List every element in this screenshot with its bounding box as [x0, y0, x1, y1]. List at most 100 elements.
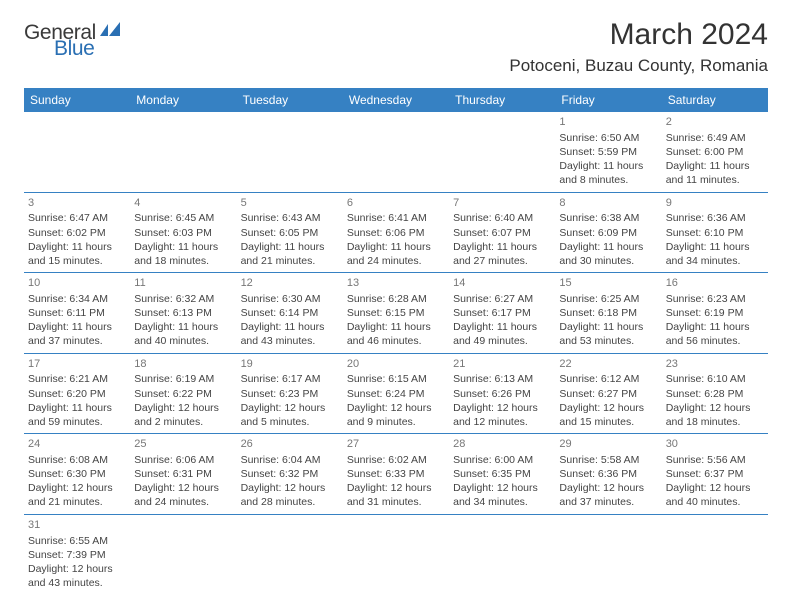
sunset-line: Sunset: 6:06 PM: [347, 226, 445, 240]
calendar-day-cell: 12Sunrise: 6:30 AMSunset: 6:14 PMDayligh…: [237, 273, 343, 354]
calendar-day-cell: 23Sunrise: 6:10 AMSunset: 6:28 PMDayligh…: [662, 353, 768, 434]
calendar-empty-cell: [130, 112, 236, 192]
calendar-day-cell: 29Sunrise: 5:58 AMSunset: 6:36 PMDayligh…: [555, 434, 661, 515]
month-title: March 2024: [509, 18, 768, 52]
calendar-day-cell: 5Sunrise: 6:43 AMSunset: 6:05 PMDaylight…: [237, 192, 343, 273]
day-number: 2: [666, 115, 764, 130]
day-number: 14: [453, 276, 551, 291]
day-number: 21: [453, 357, 551, 372]
day-number: 10: [28, 276, 126, 291]
logo: General Blue: [24, 22, 122, 59]
calendar-day-cell: 17Sunrise: 6:21 AMSunset: 6:20 PMDayligh…: [24, 353, 130, 434]
calendar-week-row: 1Sunrise: 6:50 AMSunset: 5:59 PMDaylight…: [24, 112, 768, 192]
daylight-line: Daylight: 11 hours and 59 minutes.: [28, 401, 126, 429]
sunset-line: Sunset: 6:33 PM: [347, 467, 445, 481]
sunset-line: Sunset: 6:37 PM: [666, 467, 764, 481]
calendar-empty-cell: [449, 514, 555, 594]
daylight-line: Daylight: 11 hours and 18 minutes.: [134, 240, 232, 268]
sunrise-line: Sunrise: 6:36 AM: [666, 211, 764, 225]
sunset-line: Sunset: 6:30 PM: [28, 467, 126, 481]
daylight-line: Daylight: 12 hours and 31 minutes.: [347, 481, 445, 509]
sunrise-line: Sunrise: 6:41 AM: [347, 211, 445, 225]
day-number: 24: [28, 437, 126, 452]
calendar-day-cell: 21Sunrise: 6:13 AMSunset: 6:26 PMDayligh…: [449, 353, 555, 434]
sunrise-line: Sunrise: 6:12 AM: [559, 372, 657, 386]
daylight-line: Daylight: 12 hours and 9 minutes.: [347, 401, 445, 429]
daylight-line: Daylight: 12 hours and 12 minutes.: [453, 401, 551, 429]
calendar-table: SundayMondayTuesdayWednesdayThursdayFrid…: [24, 88, 768, 594]
day-number: 31: [28, 518, 126, 533]
calendar-day-cell: 10Sunrise: 6:34 AMSunset: 6:11 PMDayligh…: [24, 273, 130, 354]
day-of-week-header: Monday: [130, 88, 236, 112]
calendar-day-cell: 11Sunrise: 6:32 AMSunset: 6:13 PMDayligh…: [130, 273, 236, 354]
daylight-line: Daylight: 11 hours and 43 minutes.: [241, 320, 339, 348]
sunset-line: Sunset: 6:22 PM: [134, 387, 232, 401]
day-number: 23: [666, 357, 764, 372]
day-number: 8: [559, 196, 657, 211]
sunset-line: Sunset: 6:11 PM: [28, 306, 126, 320]
sunrise-line: Sunrise: 6:25 AM: [559, 292, 657, 306]
sunset-line: Sunset: 6:05 PM: [241, 226, 339, 240]
sunrise-line: Sunrise: 6:06 AM: [134, 453, 232, 467]
calendar-day-cell: 13Sunrise: 6:28 AMSunset: 6:15 PMDayligh…: [343, 273, 449, 354]
calendar-day-cell: 20Sunrise: 6:15 AMSunset: 6:24 PMDayligh…: [343, 353, 449, 434]
sunrise-line: Sunrise: 6:23 AM: [666, 292, 764, 306]
sunset-line: Sunset: 6:15 PM: [347, 306, 445, 320]
daylight-line: Daylight: 11 hours and 21 minutes.: [241, 240, 339, 268]
sunset-line: Sunset: 6:19 PM: [666, 306, 764, 320]
day-number: 4: [134, 196, 232, 211]
sunrise-line: Sunrise: 6:30 AM: [241, 292, 339, 306]
sunrise-line: Sunrise: 6:17 AM: [241, 372, 339, 386]
sunrise-line: Sunrise: 6:02 AM: [347, 453, 445, 467]
sunset-line: Sunset: 6:32 PM: [241, 467, 339, 481]
calendar-day-cell: 3Sunrise: 6:47 AMSunset: 6:02 PMDaylight…: [24, 192, 130, 273]
sunset-line: Sunset: 6:07 PM: [453, 226, 551, 240]
calendar-day-cell: 19Sunrise: 6:17 AMSunset: 6:23 PMDayligh…: [237, 353, 343, 434]
daylight-line: Daylight: 11 hours and 27 minutes.: [453, 240, 551, 268]
day-number: 19: [241, 357, 339, 372]
day-of-week-header: Thursday: [449, 88, 555, 112]
day-number: 13: [347, 276, 445, 291]
sunrise-line: Sunrise: 6:49 AM: [666, 131, 764, 145]
day-number: 29: [559, 437, 657, 452]
day-number: 30: [666, 437, 764, 452]
calendar-week-row: 3Sunrise: 6:47 AMSunset: 6:02 PMDaylight…: [24, 192, 768, 273]
calendar-day-cell: 9Sunrise: 6:36 AMSunset: 6:10 PMDaylight…: [662, 192, 768, 273]
daylight-line: Daylight: 12 hours and 5 minutes.: [241, 401, 339, 429]
daylight-line: Daylight: 12 hours and 15 minutes.: [559, 401, 657, 429]
daylight-line: Daylight: 11 hours and 11 minutes.: [666, 159, 764, 187]
daylight-line: Daylight: 11 hours and 56 minutes.: [666, 320, 764, 348]
day-of-week-header: Friday: [555, 88, 661, 112]
daylight-line: Daylight: 12 hours and 28 minutes.: [241, 481, 339, 509]
header: General Blue March 2024 Potoceni, Buzau …: [24, 18, 768, 76]
calendar-day-cell: 27Sunrise: 6:02 AMSunset: 6:33 PMDayligh…: [343, 434, 449, 515]
daylight-line: Daylight: 11 hours and 46 minutes.: [347, 320, 445, 348]
calendar-empty-cell: [449, 112, 555, 192]
calendar-week-row: 17Sunrise: 6:21 AMSunset: 6:20 PMDayligh…: [24, 353, 768, 434]
day-number: 16: [666, 276, 764, 291]
calendar-day-cell: 7Sunrise: 6:40 AMSunset: 6:07 PMDaylight…: [449, 192, 555, 273]
daylight-line: Daylight: 11 hours and 34 minutes.: [666, 240, 764, 268]
calendar-empty-cell: [343, 112, 449, 192]
day-number: 7: [453, 196, 551, 211]
sunrise-line: Sunrise: 6:27 AM: [453, 292, 551, 306]
calendar-empty-cell: [24, 112, 130, 192]
sunset-line: Sunset: 6:26 PM: [453, 387, 551, 401]
calendar-day-cell: 14Sunrise: 6:27 AMSunset: 6:17 PMDayligh…: [449, 273, 555, 354]
day-number: 5: [241, 196, 339, 211]
sunset-line: Sunset: 6:17 PM: [453, 306, 551, 320]
sunset-line: Sunset: 6:13 PM: [134, 306, 232, 320]
day-number: 25: [134, 437, 232, 452]
daylight-line: Daylight: 12 hours and 2 minutes.: [134, 401, 232, 429]
sunset-line: Sunset: 6:10 PM: [666, 226, 764, 240]
title-block: March 2024 Potoceni, Buzau County, Roman…: [509, 18, 768, 76]
sunset-line: Sunset: 6:27 PM: [559, 387, 657, 401]
day-number: 22: [559, 357, 657, 372]
day-number: 17: [28, 357, 126, 372]
calendar-empty-cell: [555, 514, 661, 594]
day-number: 12: [241, 276, 339, 291]
sunset-line: Sunset: 6:31 PM: [134, 467, 232, 481]
day-number: 6: [347, 196, 445, 211]
calendar-day-cell: 25Sunrise: 6:06 AMSunset: 6:31 PMDayligh…: [130, 434, 236, 515]
sunset-line: Sunset: 5:59 PM: [559, 145, 657, 159]
